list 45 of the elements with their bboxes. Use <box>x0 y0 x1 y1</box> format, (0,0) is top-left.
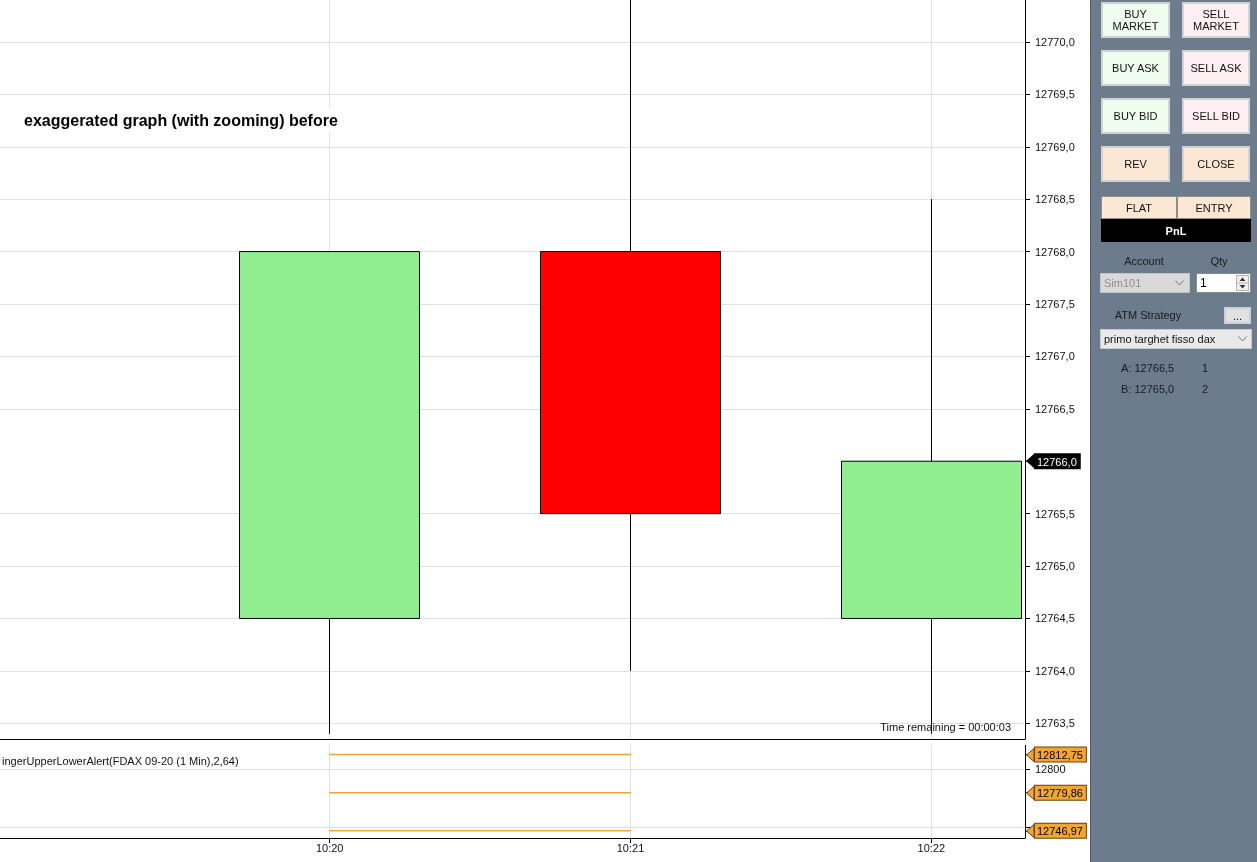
y-tick-label: 12765,0 <box>1035 560 1075 573</box>
text: ATM Strategy <box>1114 309 1182 321</box>
button: CLOSE <box>1182 146 1250 182</box>
button: SELL ASK <box>1182 50 1250 86</box>
text: B: 12765,0 <box>1121 382 1175 396</box>
button: FLAT <box>1101 196 1177 219</box>
y-tick-label: 12770,0 <box>1035 35 1075 48</box>
x-tick-label: 10:22 <box>917 841 946 854</box>
text: Qty <box>1210 255 1228 267</box>
text: exaggerated graph (with zooming) before <box>24 111 338 129</box>
y-tick-label: 12768,0 <box>1035 245 1075 258</box>
y-tick-label: 12800 <box>1035 763 1066 776</box>
dropdown: primo targhet fisso dax <box>1100 329 1252 349</box>
button: BUY BID <box>1101 98 1170 134</box>
text-field: 1 <box>1196 273 1251 293</box>
x-tick-label: 10:21 <box>616 841 645 854</box>
y-tick-label: 12768,5 <box>1035 193 1075 206</box>
button: ... <box>1224 307 1251 324</box>
y-tick-label: 12769,0 <box>1035 140 1075 153</box>
y-tick-label: 12812,75 <box>1037 749 1083 762</box>
text: ingerUpperLowerAlert(FDAX 09-20 (1 Min),2,64) <box>2 754 239 767</box>
y-tick-label: 12767,5 <box>1035 297 1075 310</box>
button: BUY ASK <box>1101 50 1170 86</box>
text: 1 <box>1202 361 1209 375</box>
button: SELL BID <box>1182 98 1250 134</box>
y-tick-label: 12766,0 <box>1037 455 1077 468</box>
button: REV <box>1101 146 1170 182</box>
y-tick-label: 12769,5 <box>1035 88 1075 101</box>
y-tick-label: 12763,5 <box>1035 717 1075 730</box>
button: BUY MARKET <box>1101 2 1170 38</box>
y-tick-label: 12764,5 <box>1035 612 1075 625</box>
display-bar: PnL <box>1101 219 1251 242</box>
y-tick-label: 12746,97 <box>1037 825 1083 838</box>
text: 2 <box>1202 382 1209 396</box>
button: ENTRY <box>1177 196 1251 219</box>
button: SELL MARKET <box>1182 2 1250 38</box>
text: A: 12766,5 <box>1121 361 1175 375</box>
y-tick-label: 12765,5 <box>1035 507 1075 520</box>
text: Account <box>1124 255 1164 267</box>
y-tick-label: 12767,0 <box>1035 350 1075 363</box>
dropdown: Sim101 <box>1100 273 1190 293</box>
y-tick-label: 12764,0 <box>1035 664 1075 677</box>
y-tick-label: 12766,5 <box>1035 402 1075 415</box>
y-tick-label: 12779,86 <box>1037 787 1083 800</box>
x-tick-label: 10:20 <box>315 841 344 854</box>
